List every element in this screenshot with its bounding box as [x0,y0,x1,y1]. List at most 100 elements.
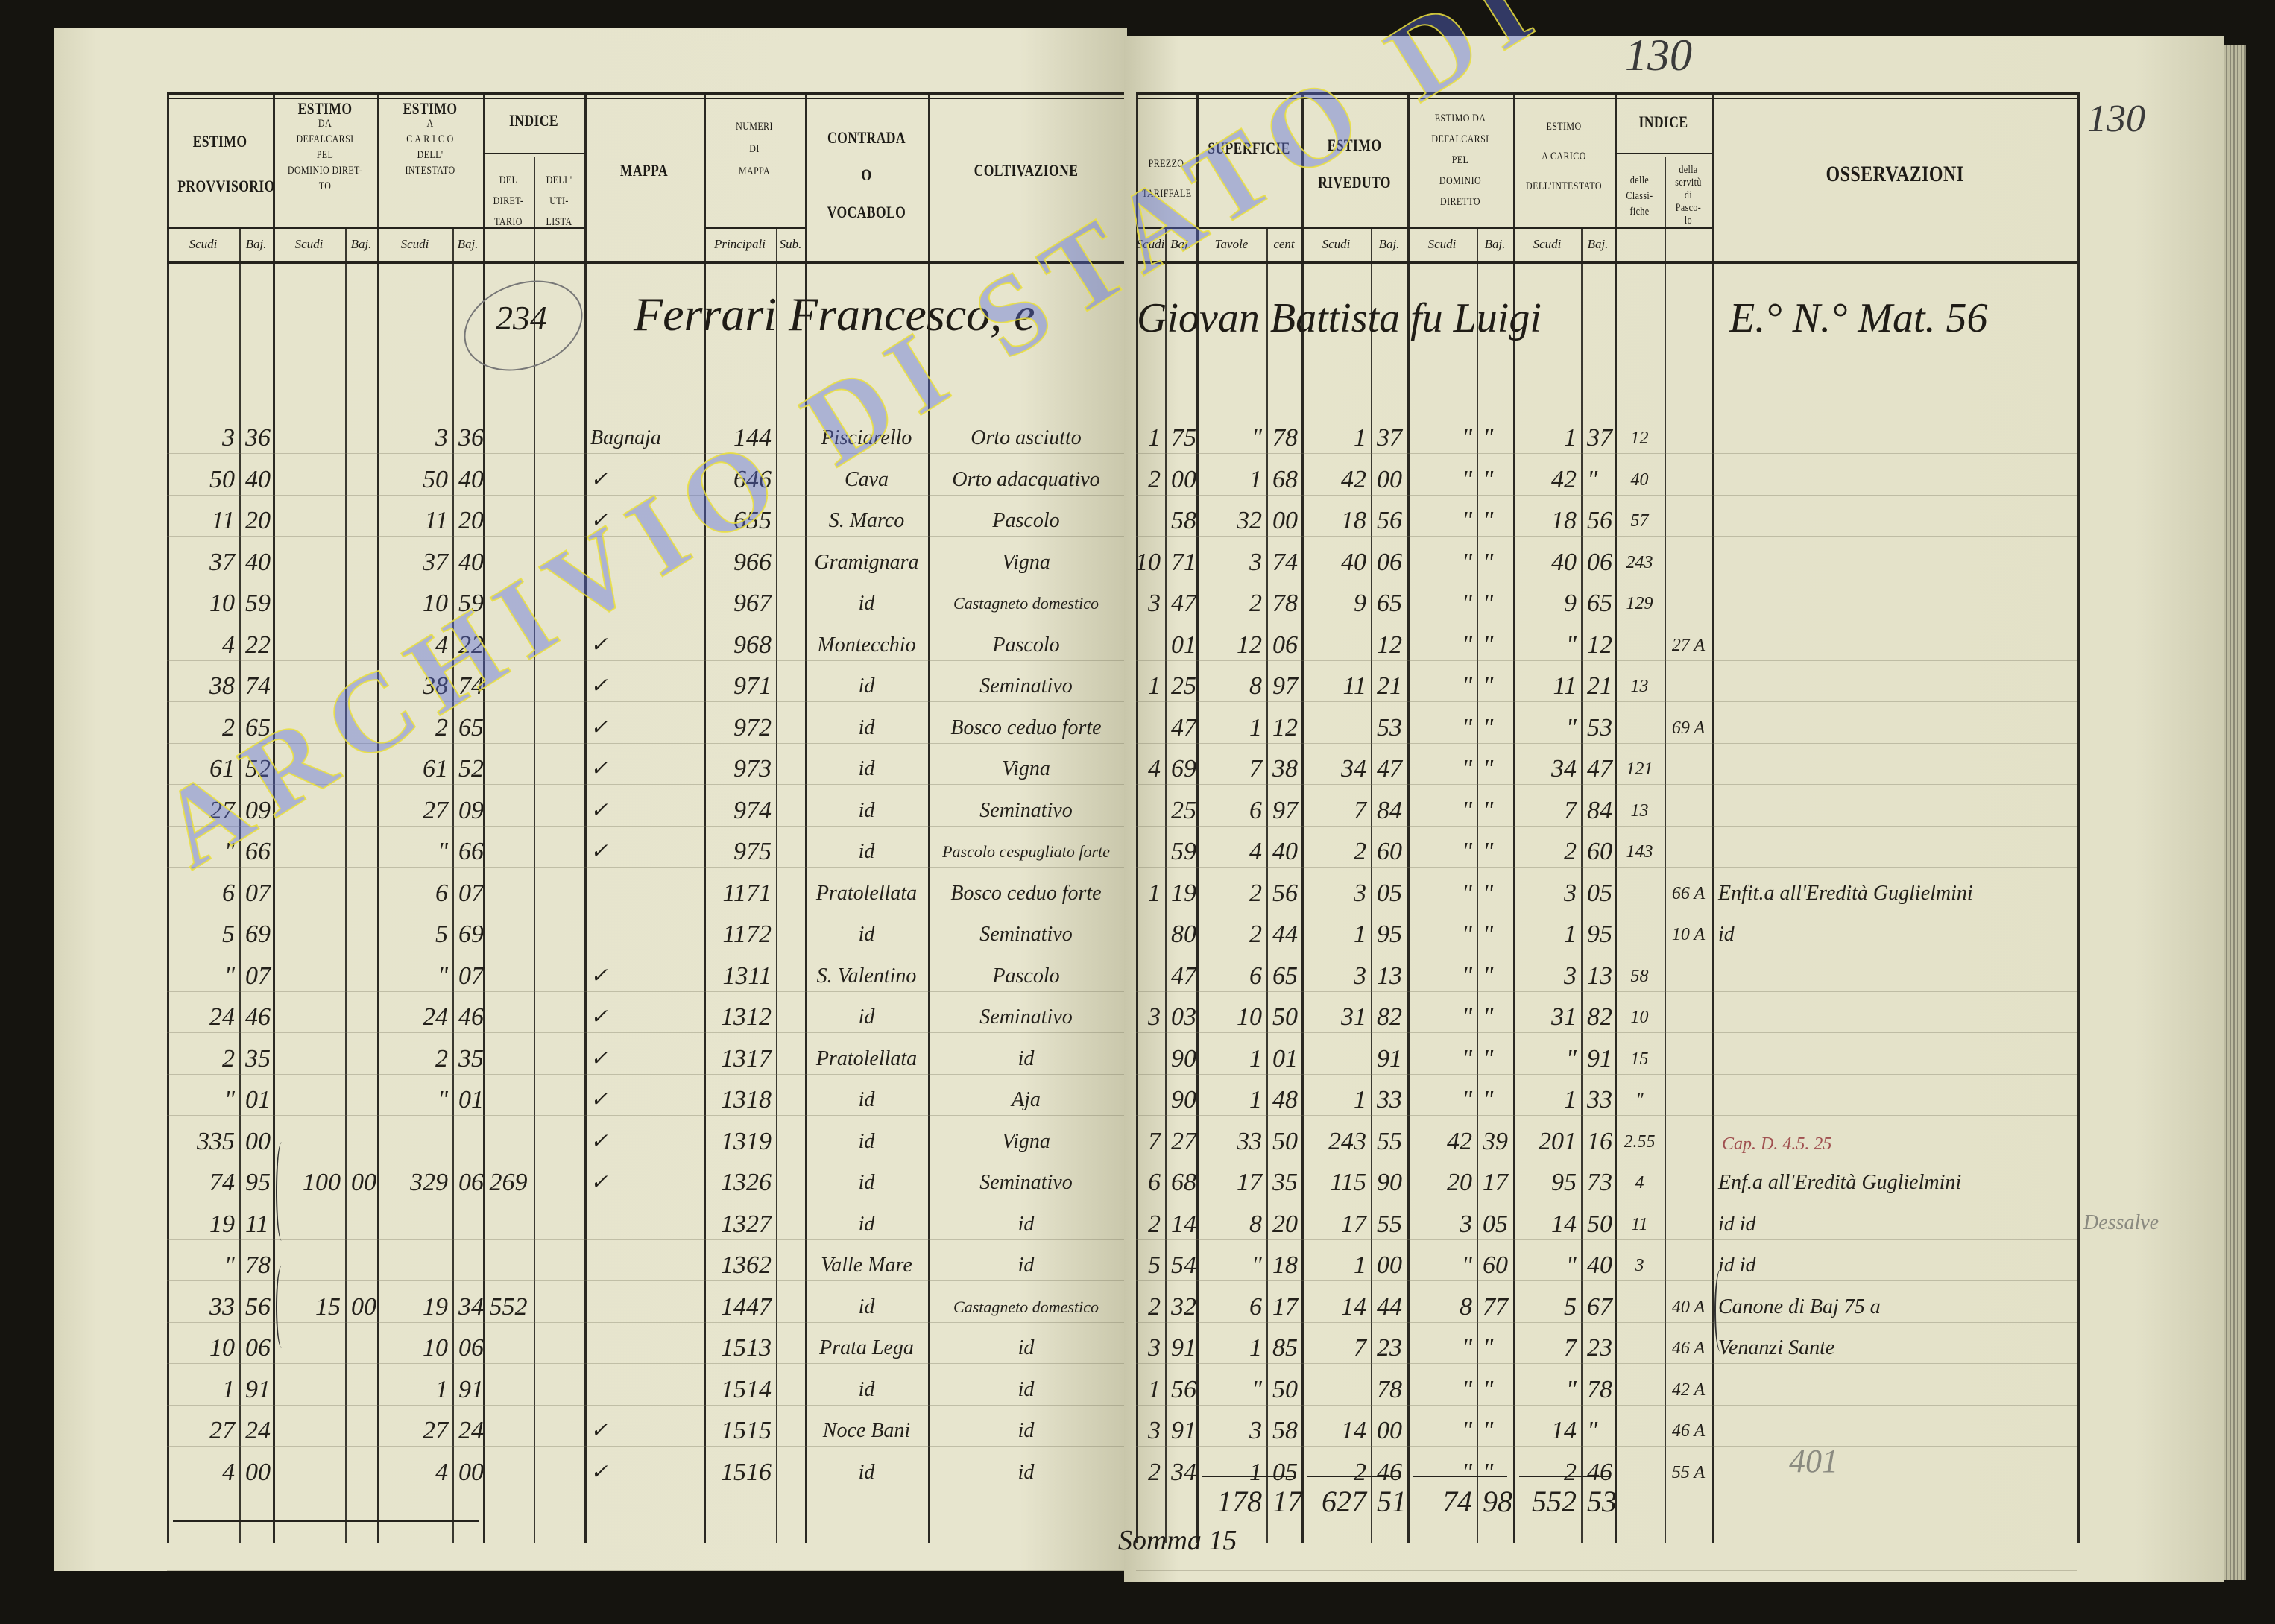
cell-srv: 46 A [1671,1339,1706,1358]
subheader-label: Scudi [1427,237,1457,251]
cell-sup-t: 1 [1249,1458,1262,1486]
cell-er-b: 00 [1377,1251,1402,1279]
cell-edd-s: " [1461,755,1472,783]
cell-colt: Pascolo [992,633,1060,657]
indice-rule [483,153,584,154]
cell-colt: Bosco ceduo forte [950,881,1102,905]
cell-contrada: id [858,592,875,615]
cell-contrada: id [858,798,875,822]
cell-sup-c: 01 [1272,1044,1298,1072]
cell-eci-s: 1 [1564,1086,1577,1113]
cell-mappa: ✓ [590,1460,608,1484]
cell-contrada: Cava [844,467,889,491]
cell-er-b: 55 [1377,1210,1402,1238]
subcolumn-divider [345,227,347,1543]
header-line: DI [749,143,760,155]
cell-ep-b: 40 [245,548,271,576]
cell-cls: 57 [1630,511,1649,531]
cell-num: 144 [733,424,772,452]
cell-num: 1171 [722,879,772,907]
cell-eci-b: 82 [1587,1003,1612,1031]
cell-sup-t: 1 [1249,1044,1262,1072]
cell-cls: 243 [1626,552,1653,572]
cell-ca-s: 6 [435,879,448,907]
cell-edd-b: 39 [1483,1127,1508,1155]
cell-sup-t: 33 [1237,1127,1262,1155]
header-line: DEL [499,174,518,186]
column-header: NUMERI DI MAPPA [714,116,795,183]
cell-er-b: 90 [1377,1169,1402,1196]
cell-pt-s: 2 [1148,1292,1161,1321]
subcolumn-divider [1581,227,1583,1543]
cell-eci-s: 18 [1551,507,1577,534]
header-line: DA [318,118,332,130]
header-top-rule [1136,92,2077,95]
column-divider [1407,92,1410,1543]
header-line: DELL' [546,174,572,186]
cell-df-s: 100 [303,1169,341,1196]
cell-cls: 40 [1630,470,1649,490]
cell-ca-b: 66 [458,838,484,865]
cell-er-b: 84 [1377,796,1402,824]
header-line: ESTIMO [297,99,353,118]
cell-er-b: 53 [1377,713,1402,742]
observation-note: Cap. D. 4.5. 25 [1722,1134,1832,1154]
cell-pt-s: 2 [1148,1458,1161,1486]
header-line: C A R I C O [406,133,454,145]
ruled-line [167,742,1124,744]
cell-colt: Pascolo [992,964,1060,988]
column-header: OSSERVAZIONI [1749,163,2041,186]
cell-sup-t: 4 [1249,838,1262,865]
cell-ca-b: 91 [458,1375,484,1403]
cell-ca-b: 40 [458,548,484,576]
cell-eci-s: 31 [1551,1003,1577,1031]
cell-pt-b: 47 [1171,590,1196,617]
column-header: DEL DIRET- TARIO [488,170,528,233]
cell-edd-s: " [1461,1044,1472,1072]
ruled-line [167,1446,1124,1447]
cell-ca-b: 69 [458,920,484,948]
cell-pt-s: 3 [1148,1003,1161,1031]
cell-pt-b: 32 [1171,1292,1196,1321]
cell-edd-s: " [1461,631,1472,659]
subheader-label: Baj. [350,237,372,251]
cell-ep-b: 65 [245,713,271,742]
header-line: lo [1684,215,1693,227]
cell-colt: Bosco ceduo forte [950,715,1102,739]
entry-number: 234 [496,299,547,337]
cell-pt-b: 14 [1171,1210,1196,1238]
entry-reference: E.° N.° Mat. 56 [1729,295,1988,341]
column-divider [273,92,275,1543]
column-header: INDICE [1624,112,1703,132]
header-line: DEFALCARSI [296,133,354,145]
column-header: SUPERFICIE [1207,138,1291,158]
cell-ind-d: 269 [489,1169,528,1196]
cell-ca-s: 5 [435,920,448,948]
cell-colt: Castagneto domestico [953,594,1099,613]
cell-colt: Seminativo [979,798,1073,822]
column-divider [1513,92,1515,1543]
cell-sup-t: 3 [1249,548,1262,576]
ruled-line [167,1032,1124,1033]
cell-ep-b: 24 [245,1417,271,1444]
cell-eci-b: 60 [1587,838,1612,865]
cell-ep-s: " [224,838,235,865]
cell-pt-b: 58 [1171,507,1196,534]
cell-eci-s: " [1565,631,1577,659]
cell-ca-s: 27 [423,796,448,824]
cell-edd-b: " [1483,1458,1494,1486]
cell-ep-s: 27 [209,1417,235,1444]
cell-num: 967 [733,590,772,617]
ruled-line [167,825,1124,827]
cell-ca-b: 59 [458,590,484,617]
cell-sup-t: 12 [1237,631,1262,659]
ruled-line [167,867,1124,868]
cell-er-s: 17 [1341,1210,1366,1238]
header-line: DOMINIO [1439,175,1482,187]
cell-ca-s: 19 [423,1292,448,1321]
cell-cls: 129 [1626,594,1653,613]
cell-eci-s: 2 [1564,838,1577,865]
cell-sup-t: " [1251,424,1262,452]
cell-ca-s: 4 [435,631,448,659]
header-line: DIRETTO [1440,196,1480,208]
